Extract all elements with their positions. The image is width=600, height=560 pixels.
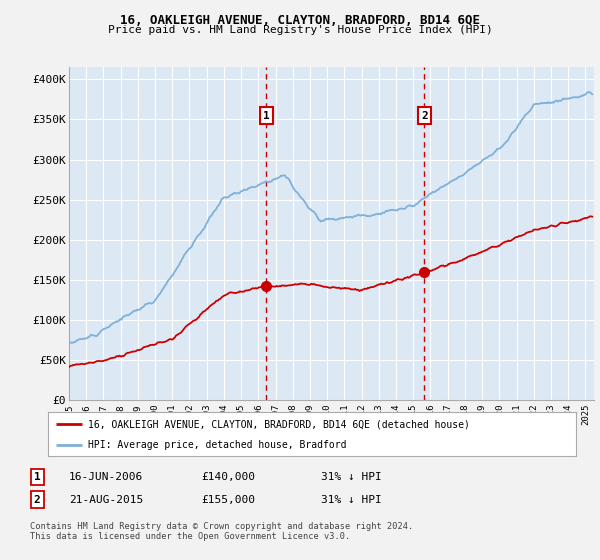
- Text: 1: 1: [34, 472, 41, 482]
- Text: Contains HM Land Registry data © Crown copyright and database right 2024.
This d: Contains HM Land Registry data © Crown c…: [30, 522, 413, 542]
- Text: 31% ↓ HPI: 31% ↓ HPI: [321, 494, 382, 505]
- Text: Price paid vs. HM Land Registry's House Price Index (HPI): Price paid vs. HM Land Registry's House …: [107, 25, 493, 35]
- Text: 2: 2: [421, 110, 428, 120]
- Text: 21-AUG-2015: 21-AUG-2015: [69, 494, 143, 505]
- Text: 1: 1: [263, 110, 269, 120]
- Text: HPI: Average price, detached house, Bradford: HPI: Average price, detached house, Brad…: [88, 440, 346, 450]
- Text: £140,000: £140,000: [201, 472, 255, 482]
- Text: 16-JUN-2006: 16-JUN-2006: [69, 472, 143, 482]
- Text: 31% ↓ HPI: 31% ↓ HPI: [321, 472, 382, 482]
- Text: £155,000: £155,000: [201, 494, 255, 505]
- Text: 16, OAKLEIGH AVENUE, CLAYTON, BRADFORD, BD14 6QE (detached house): 16, OAKLEIGH AVENUE, CLAYTON, BRADFORD, …: [88, 419, 469, 429]
- Text: 16, OAKLEIGH AVENUE, CLAYTON, BRADFORD, BD14 6QE: 16, OAKLEIGH AVENUE, CLAYTON, BRADFORD, …: [120, 14, 480, 27]
- Text: 2: 2: [34, 494, 41, 505]
